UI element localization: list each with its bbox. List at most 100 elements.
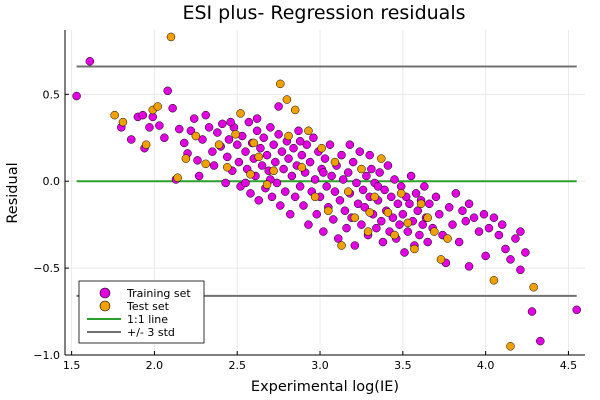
training-point [423,237,432,247]
training-point [375,168,384,177]
training-point [163,86,172,96]
test-point [153,102,162,111]
training-point [377,216,386,226]
x-ticks: 1.5 2.0 2.5 3.0 3.5 4.0 4.5 [63,351,577,372]
test-point [410,244,419,254]
training-point [186,126,196,136]
training-point [451,189,461,198]
test-point [436,255,446,264]
training-point [204,123,214,132]
training-point [269,140,278,149]
test-point [317,143,326,153]
training-point [474,227,484,236]
training-point [224,135,234,144]
training-point [448,220,457,229]
test-point [506,342,515,351]
training-point [352,178,361,188]
test-point [191,131,201,141]
test-point [430,227,439,236]
training-point [320,154,330,163]
test-point [269,166,278,176]
training-point [355,147,365,156]
x-tick-label: 4.0 [477,359,495,372]
y-tick-label: 0.0 [43,175,61,188]
training-point [232,140,242,149]
training-point [312,209,321,219]
training-point [277,147,287,156]
training-point [189,114,199,123]
training-point [72,91,81,101]
test-point [276,79,285,89]
test-point [304,126,313,136]
training-point [209,161,219,170]
test-point [324,206,333,215]
training-point [325,140,335,149]
training-point [536,336,545,346]
training-point [213,128,222,137]
training-point [333,234,343,243]
training-point [406,171,416,181]
training-point [454,237,464,247]
test-point [254,152,264,162]
x-tick-label: 2.5 [228,359,246,372]
training-point [305,157,315,167]
training-point [234,157,244,167]
test-point [282,95,292,104]
test-point [370,192,379,202]
training-point [299,201,308,210]
training-point [335,196,345,205]
training-point [198,135,207,144]
training-point [281,187,290,196]
training-point [362,171,371,181]
training-point [435,209,444,219]
axes [64,30,585,356]
training-point [284,154,293,163]
training-point [295,182,305,191]
training-point [337,150,346,160]
training-point [138,110,148,120]
training-point [246,189,255,198]
training-point [179,138,189,148]
training-point [395,220,404,229]
training-point [295,136,305,146]
test-point [284,131,293,141]
training-point [256,143,265,153]
training-point [572,305,581,315]
test-point [246,170,255,179]
test-point [118,117,128,127]
test-point [383,208,393,217]
training-point [319,168,328,177]
training-point [194,171,204,181]
training-point [175,124,184,134]
training-point [274,102,283,111]
test-point [166,32,176,42]
training-point [444,203,454,212]
training-point [383,161,393,170]
test-point [201,159,211,169]
y-tick-label: 0.5 [43,88,61,101]
training-point [469,213,479,222]
test-point [396,189,406,198]
x-tick-label: 1.5 [63,359,81,372]
training-point [411,189,421,198]
training-point [484,223,494,233]
test-point [377,154,386,163]
test-point [310,192,320,202]
training-point [201,110,211,120]
training-point [254,196,264,205]
y-tick-label: −0.5 [33,262,60,275]
training-point [378,237,388,247]
training-point [279,164,288,174]
y-tick-label: −1.0 [33,349,60,362]
training-point [372,223,381,233]
test-point [214,140,224,149]
training-point [226,117,235,127]
training-point [415,230,424,240]
training-point [304,220,313,229]
training-point [506,255,515,264]
training-point [345,140,355,149]
reference-lines [76,65,577,297]
training-point [521,248,530,257]
training-point [309,133,318,143]
legend-marker-test [99,300,111,312]
